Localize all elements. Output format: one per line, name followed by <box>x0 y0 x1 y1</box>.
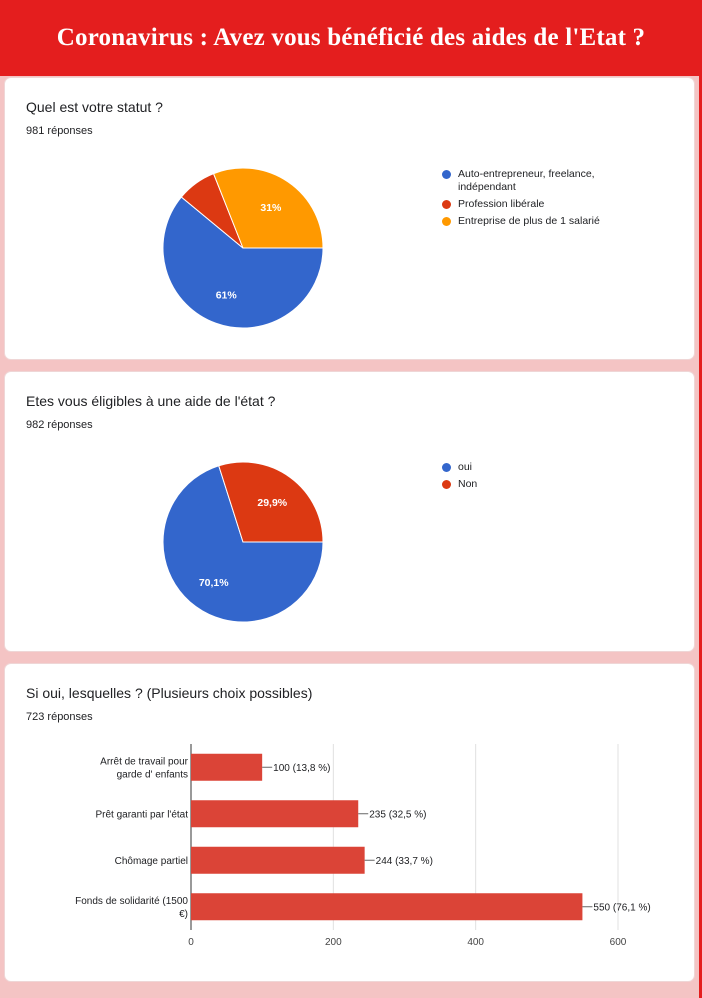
pie-slice <box>162 465 324 623</box>
legend-item: Auto-entrepreneur, freelance, indépendan… <box>442 168 642 194</box>
legend-item: Profession libérale <box>442 198 642 211</box>
bar-chart-aides: 0 200 400 600 100 (13,8 %) Arrêt de travail p… <box>75 744 651 948</box>
legend-label: Profession libérale <box>458 198 545 210</box>
x-tick-label: 200 <box>325 937 342 948</box>
legend-dot-blue <box>442 463 451 472</box>
legend-dot-red <box>442 200 451 209</box>
right-border <box>699 76 702 998</box>
bar-value-label: 100 (13,8 %) <box>273 763 330 774</box>
question-title: Si oui, lesquelles ? (Plusieurs choix po… <box>26 685 313 701</box>
bar-value-label: 550 (76,1 %) <box>593 902 650 913</box>
question-title: Quel est votre statut ? <box>26 99 163 115</box>
pie-slice <box>212 167 324 249</box>
legend-label: Entreprise de plus de 1 salarié <box>458 215 600 227</box>
pie-chart-eligibilite: 70,1% 29,9% <box>162 461 324 623</box>
legend-item: Non <box>442 478 642 491</box>
question-card-eligibilite: Etes vous éligibles à une aide de l'état… <box>5 372 694 651</box>
legend-item: oui <box>442 461 642 474</box>
category-label: Chômage partiel <box>115 856 188 867</box>
category-label: Fonds de solidarité (1500 €) <box>75 896 188 920</box>
legend-label: Auto-entrepreneur, freelance, indépendan… <box>458 168 595 193</box>
legend-dot-blue <box>442 170 451 179</box>
legend-item: Entreprise de plus de 1 salarié <box>442 215 642 228</box>
legend-dot-orange <box>442 217 451 226</box>
legend-statut: Auto-entrepreneur, freelance, indépendan… <box>442 168 642 232</box>
banner-title: Coronavirus : Avez vous bénéficié des ai… <box>56 24 646 51</box>
question-card-aides: Si oui, lesquelles ? (Plusieurs choix po… <box>5 664 694 981</box>
x-tick-label: 0 <box>188 937 194 948</box>
question-card-statut: Quel est votre statut ? 981 réponses 61%… <box>5 78 694 359</box>
category-label: Prêt garanti par l'état <box>95 809 188 820</box>
pie-slice <box>162 196 324 329</box>
x-tick-label: 400 <box>467 937 484 948</box>
bar <box>191 893 583 921</box>
bar-value-label: 235 (32,5 %) <box>369 809 426 820</box>
response-count: 982 réponses <box>26 419 93 431</box>
pie-chart-statut: 61% 31% <box>162 167 324 329</box>
response-count: 981 réponses <box>26 125 93 137</box>
slice-label: 70,1% <box>199 577 229 589</box>
bar-value-label: 244 (33,7 %) <box>376 856 433 867</box>
category-label: Arrêt de travail pour garde d' enfants <box>100 756 188 780</box>
question-title: Etes vous éligibles à une aide de l'état… <box>26 393 276 409</box>
legend-label: Non <box>458 478 478 490</box>
bar <box>191 753 263 781</box>
legend-dot-red <box>442 480 451 489</box>
legend-label: oui <box>458 461 473 473</box>
bar <box>191 800 359 828</box>
bar <box>191 846 365 874</box>
slice-label: 61% <box>216 290 238 302</box>
pie-slice <box>218 461 324 543</box>
x-tick-label: 600 <box>610 937 627 948</box>
response-count: 723 réponses <box>26 711 93 723</box>
legend-eligibilite: oui Non <box>442 461 642 495</box>
page-banner: Coronavirus : Avez vous bénéficié des ai… <box>0 0 702 76</box>
slice-label: 29,9% <box>257 497 287 509</box>
slice-label: 31% <box>260 202 282 214</box>
